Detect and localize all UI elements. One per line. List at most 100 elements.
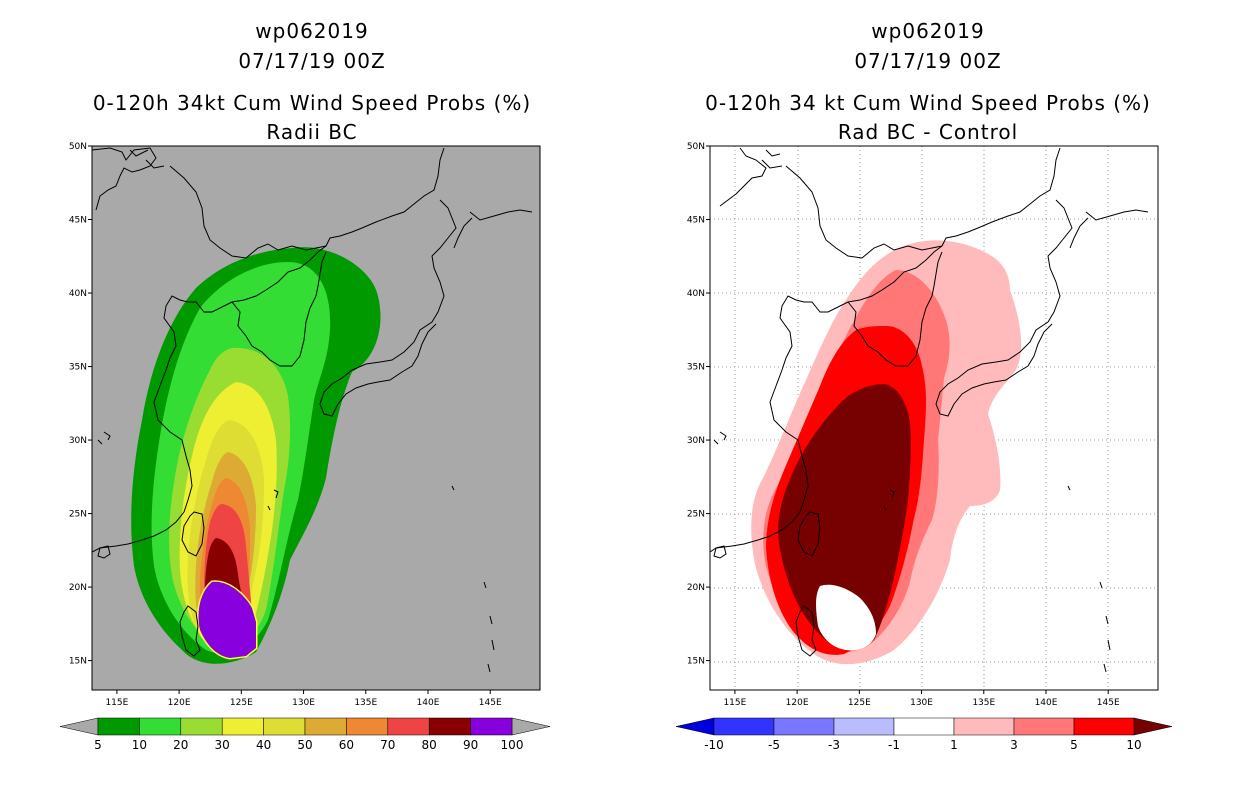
lon-label: 135E: [972, 698, 995, 708]
colorbar-box: [773, 717, 835, 736]
right-map: 50N 45N 40N 35N 30N 25N 20N 15N 115E 120E 125E 130…: [675, 142, 1173, 752]
lat-label: 15N: [687, 657, 705, 667]
lat-label: 20N: [69, 583, 87, 593]
lat-label: 30N: [687, 436, 705, 446]
colorbar-box: [713, 717, 775, 736]
right-lon-axis: 115E 120E 125E 130E 135E 140E 145E: [723, 690, 1120, 708]
lat-label: 45N: [69, 216, 87, 226]
colorbar-box: [139, 717, 182, 736]
left-lat-axis: 50N 45N 40N 35N 30N 25N 20N 15N: [69, 142, 92, 667]
colorbar-box: [304, 717, 347, 736]
left-map-frame: [91, 145, 541, 691]
lon-label: 120E: [786, 698, 809, 708]
diff-neg1: [816, 584, 876, 651]
colorbar-label: 1: [950, 738, 958, 752]
right-datetime: 07/17/19 00Z: [854, 49, 1002, 73]
left-datetime: 07/17/19 00Z: [238, 49, 386, 73]
colorbar-label: 90: [463, 738, 478, 752]
colorbar-label: 3: [1010, 738, 1018, 752]
colorbar-label: 5: [1070, 738, 1078, 752]
lon-label: 115E: [105, 698, 128, 708]
colorbar-label: -5: [768, 738, 780, 752]
right-title: 0-120h 34 kt Cum Wind Speed Probs (%): [705, 91, 1151, 115]
colorbar-label: 100: [501, 738, 524, 752]
lon-label: 125E: [230, 698, 253, 708]
lon-label: 140E: [417, 698, 440, 708]
right-colorbar: -10 -5 -3 -1 1 3 5 10: [675, 717, 1173, 752]
colorbar-box: [1013, 717, 1075, 736]
right-coastlines: [710, 147, 1149, 673]
taiwan-coastline: [181, 511, 205, 557]
china-coastline: [710, 245, 943, 553]
lon-label: 120E: [168, 698, 191, 708]
colorbar-label: 10: [132, 738, 147, 752]
philippines-coastline: [179, 605, 201, 657]
left-map: 50N 45N 40N 35N 30N 25N 20N 15N 115E 120E 125E 130…: [59, 142, 551, 752]
lat-label: 40N: [69, 289, 87, 299]
right-subtitle: Rad BC - Control: [837, 120, 1019, 144]
lat-label: 40N: [687, 289, 705, 299]
colorbar-label: -1: [888, 738, 900, 752]
colorbar-box: [180, 717, 223, 736]
lon-label: 125E: [848, 698, 871, 708]
colorbar-box: [97, 717, 140, 736]
colorbar-box: [263, 717, 306, 736]
lat-label: 35N: [687, 363, 705, 373]
korea-coastline: [231, 251, 327, 367]
colorbar-label: -3: [828, 738, 840, 752]
lon-label: 130E: [292, 698, 315, 708]
lat-label: 50N: [687, 142, 705, 152]
right-storm-id: wp062019: [871, 19, 985, 43]
colorbar-label: -10: [704, 738, 724, 752]
colorbar-box: [953, 717, 1015, 736]
lon-label: 145E: [479, 698, 502, 708]
colorbar-box: [893, 717, 955, 736]
colorbar-label: 10: [1126, 738, 1141, 752]
lat-label: 20N: [687, 583, 705, 593]
colorbar-box: [221, 717, 264, 736]
colorbar-label: 80: [422, 738, 437, 752]
japan-coastline: [319, 199, 533, 417]
philippines-coastline: [795, 605, 817, 657]
colorbar-label: 30: [215, 738, 230, 752]
lat-label: 15N: [69, 657, 87, 667]
colorbar-low-arrow: [675, 717, 715, 736]
lat-label: 35N: [69, 363, 87, 373]
hainan-coastline: [97, 545, 111, 559]
left-colorbar: 5 10 20 30 40 50 60 70 80 90 100: [59, 717, 551, 752]
lon-label: 115E: [723, 698, 746, 708]
lat-label: 25N: [69, 510, 87, 520]
colorbar-label: 40: [256, 738, 271, 752]
colorbar-label: 60: [339, 738, 354, 752]
contour-90: [198, 581, 256, 658]
colorbar-box: [387, 717, 430, 736]
left-lon-axis: 115E 120E 125E 130E 135E 140E 145E: [105, 690, 502, 708]
colorbar-box: [470, 717, 513, 736]
left-storm-id: wp062019: [255, 19, 369, 43]
colorbar-label: 5: [94, 738, 102, 752]
colorbar-high-arrow: [511, 717, 551, 736]
diff-10: [778, 384, 911, 650]
islands-coastline: [97, 431, 495, 673]
lon-label: 130E: [910, 698, 933, 708]
right-lat-axis: 50N 45N 40N 35N 30N 25N 20N 15N: [687, 142, 710, 667]
right-map-frame: [709, 145, 1159, 691]
colorbar-high-arrow: [1133, 717, 1173, 736]
colorbar-box: [1073, 717, 1135, 736]
lat-label: 25N: [687, 510, 705, 520]
left-title: 0-120h 34kt Cum Wind Speed Probs (%): [92, 91, 532, 115]
left-subtitle: Radii BC: [266, 120, 358, 144]
colorbar-low-arrow: [59, 717, 99, 736]
colorbar-box: [346, 717, 389, 736]
lat-label: 30N: [69, 436, 87, 446]
colorbar-label: 20: [173, 738, 188, 752]
lon-label: 135E: [354, 698, 377, 708]
lon-label: 140E: [1035, 698, 1058, 708]
hainan-coastline: [713, 545, 727, 559]
colorbar-box: [833, 717, 895, 736]
asia-coastline: [719, 147, 1061, 259]
japan-coastline: [935, 199, 1149, 417]
islands-coastline: [713, 431, 1111, 673]
taiwan-coastline: [797, 511, 821, 557]
korea-coastline: [847, 251, 943, 367]
